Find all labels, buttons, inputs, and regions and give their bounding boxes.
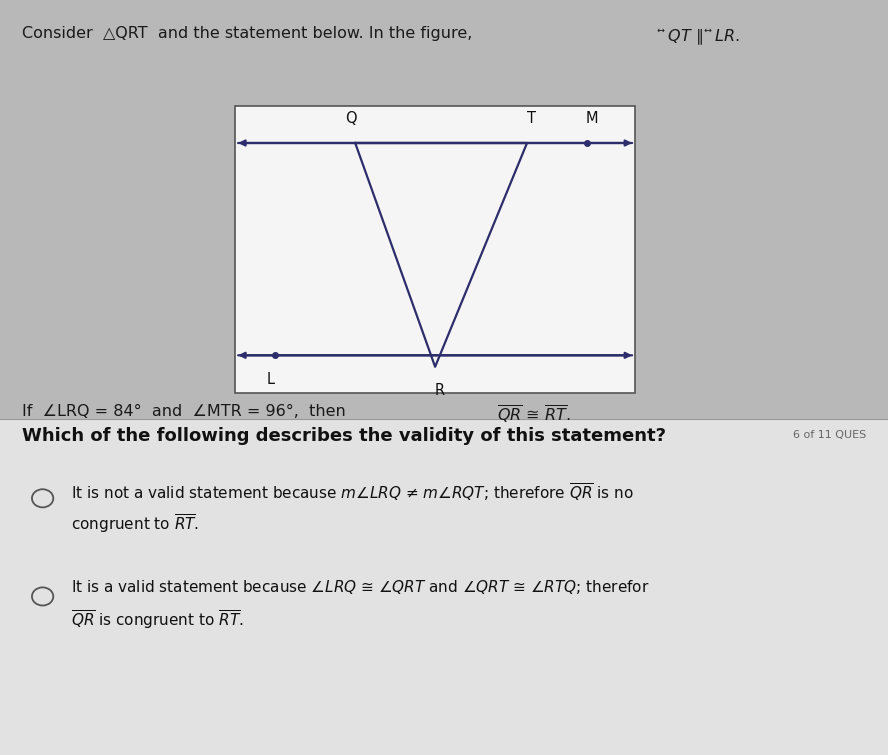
Text: Which of the following describes the validity of this statement?: Which of the following describes the val… xyxy=(22,427,666,445)
Text: $\overline{QR}$ is congruent to $\overline{RT}$.: $\overline{QR}$ is congruent to $\overli… xyxy=(71,608,243,630)
Text: L: L xyxy=(266,372,275,387)
Text: congruent to $\overline{RT}$.: congruent to $\overline{RT}$. xyxy=(71,512,199,535)
FancyBboxPatch shape xyxy=(235,106,635,393)
Text: T: T xyxy=(527,112,536,126)
Text: M: M xyxy=(585,112,598,126)
Text: If  ∠LRQ = 84°  and  ∠MTR = 96°,  then: If ∠LRQ = 84° and ∠MTR = 96°, then xyxy=(22,404,356,419)
Text: It is not a valid statement because $m$∠$LRQ$ ≠ $m$∠$RQT$; therefore $\overline{: It is not a valid statement because $m$∠… xyxy=(71,482,634,504)
Text: R: R xyxy=(434,384,445,399)
Text: 6 of 11 QUES: 6 of 11 QUES xyxy=(793,430,866,440)
Text: Consider  △QRT  and the statement below. In the figure,: Consider △QRT and the statement below. I… xyxy=(22,26,472,42)
FancyBboxPatch shape xyxy=(0,419,888,755)
Text: It is a valid statement because ∠$LRQ$ ≅ ∠$QRT$ and ∠$QRT$ ≅ ∠$RTQ$; therefor: It is a valid statement because ∠$LRQ$ ≅… xyxy=(71,578,649,596)
Text: $\overline{QR}$ ≅ $\overline{RT}$.: $\overline{QR}$ ≅ $\overline{RT}$. xyxy=(497,404,571,426)
Text: Q: Q xyxy=(345,112,357,126)
Text: $\overleftrightarrow{QT}$ ∥ $\overleftrightarrow{LR}$.: $\overleftrightarrow{QT}$ ∥ $\overleftri… xyxy=(657,26,740,47)
